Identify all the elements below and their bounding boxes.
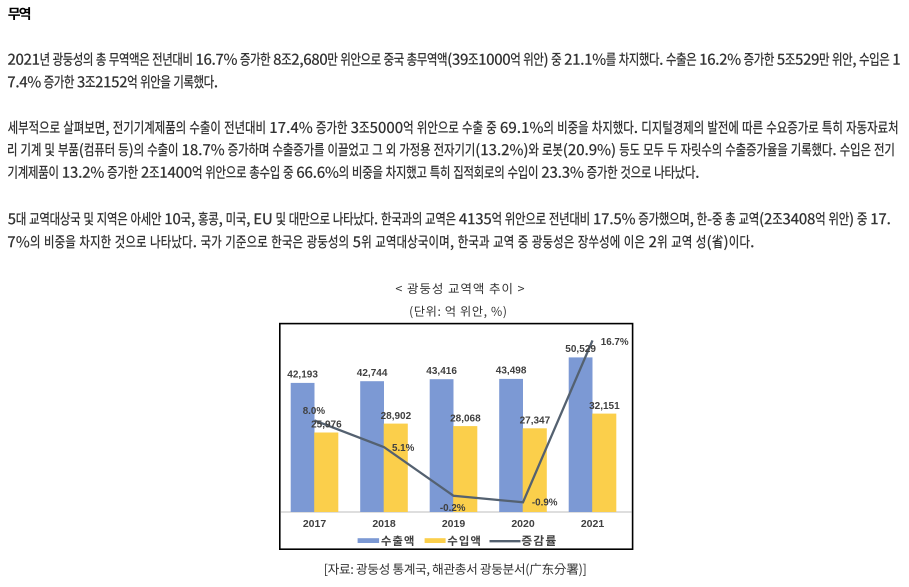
svg-text:2020: 2020 — [511, 518, 535, 530]
svg-text:43,416: 43,416 — [426, 366, 457, 377]
svg-text:28,902: 28,902 — [381, 411, 412, 422]
svg-text:2019: 2019 — [442, 518, 466, 530]
svg-text:50,529: 50,529 — [565, 344, 596, 355]
svg-text:2018: 2018 — [372, 518, 396, 530]
svg-text:43,498: 43,498 — [496, 366, 527, 377]
svg-text:8.0%: 8.0% — [303, 406, 326, 417]
svg-text:5.1%: 5.1% — [392, 443, 415, 454]
svg-text:2017: 2017 — [303, 518, 327, 530]
svg-text:27,347: 27,347 — [520, 416, 551, 427]
svg-text:25,976: 25,976 — [311, 420, 342, 431]
svg-text:16.7%: 16.7% — [601, 337, 629, 348]
svg-text:28,068: 28,068 — [450, 413, 481, 424]
svg-text:2021: 2021 — [581, 518, 605, 530]
svg-text:32,151: 32,151 — [589, 401, 620, 412]
svg-text:-0.9%: -0.9% — [532, 498, 558, 509]
svg-text:42,744: 42,744 — [357, 368, 388, 379]
svg-text:-0.2%: -0.2% — [440, 503, 466, 514]
svg-text:42,193: 42,193 — [287, 370, 318, 381]
